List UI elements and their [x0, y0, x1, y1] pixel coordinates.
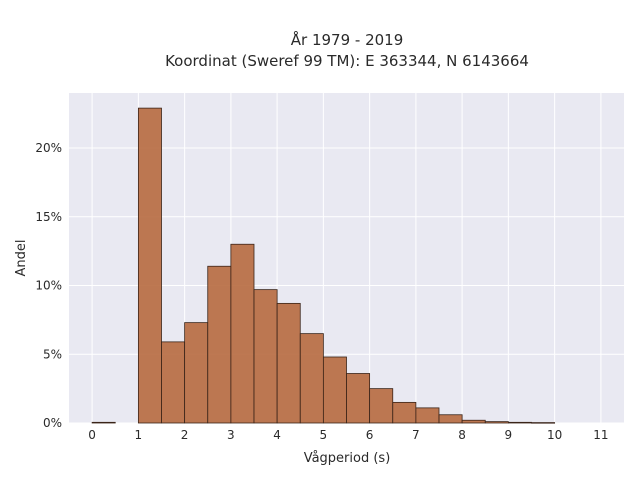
histogram-bar-4: [207, 265, 232, 424]
histogram-bar-17: [507, 421, 532, 424]
x-tick-label: 1: [135, 428, 143, 442]
y-tick-label: 10%: [35, 279, 62, 293]
x-axis-label: Vågperiod (s): [304, 451, 391, 466]
x-tick-label: 8: [458, 428, 466, 442]
histogram-bar-11: [369, 388, 394, 424]
histogram-bar-16: [484, 421, 509, 424]
histogram-bar-9: [322, 356, 347, 424]
x-tick-label: 0: [88, 428, 96, 442]
histogram-bar-15: [461, 419, 486, 424]
x-tick-labels: 0 1 2 3 4 5 6 7 8 9 10 11: [88, 428, 608, 442]
histogram-bar-14: [438, 414, 463, 424]
histogram-bar-5: [230, 243, 255, 424]
histogram-bar-1: [137, 107, 162, 424]
histogram-bar-12: [392, 401, 417, 424]
x-tick-label: 2: [181, 428, 189, 442]
x-tick-label: 7: [412, 428, 420, 442]
y-tick-label: 5%: [43, 347, 62, 361]
histogram-bar-3: [184, 322, 209, 424]
histogram-bar-18: [531, 422, 556, 424]
x-tick-label: 3: [227, 428, 235, 442]
x-tick-label: 11: [593, 428, 608, 442]
y-axis-label: Andel: [14, 240, 29, 277]
x-tick-label: 6: [366, 428, 374, 442]
y-tick-labels: 0% 5% 10% 15% 20%: [35, 141, 62, 430]
histogram-bars: [91, 107, 556, 424]
x-tick-label: 4: [273, 428, 281, 442]
histogram-bar-0: [91, 421, 116, 424]
histogram-bar-6: [253, 289, 278, 424]
y-tick-label: 0%: [43, 416, 62, 430]
x-tick-label: 10: [547, 428, 562, 442]
chart-title-line2: Koordinat (Sweref 99 TM): E 363344, N 61…: [165, 52, 529, 70]
histogram-bar-7: [276, 302, 301, 424]
histogram-bar-8: [299, 333, 324, 424]
histogram-bar-2: [161, 341, 186, 424]
y-tick-label: 15%: [35, 210, 62, 224]
x-tick-label: 5: [320, 428, 328, 442]
x-tick-label: 9: [505, 428, 513, 442]
histogram-bar-13: [415, 407, 440, 424]
histogram-bar-10: [346, 373, 371, 424]
chart-title-line1: År 1979 - 2019: [291, 30, 404, 49]
y-tick-label: 20%: [35, 141, 62, 155]
